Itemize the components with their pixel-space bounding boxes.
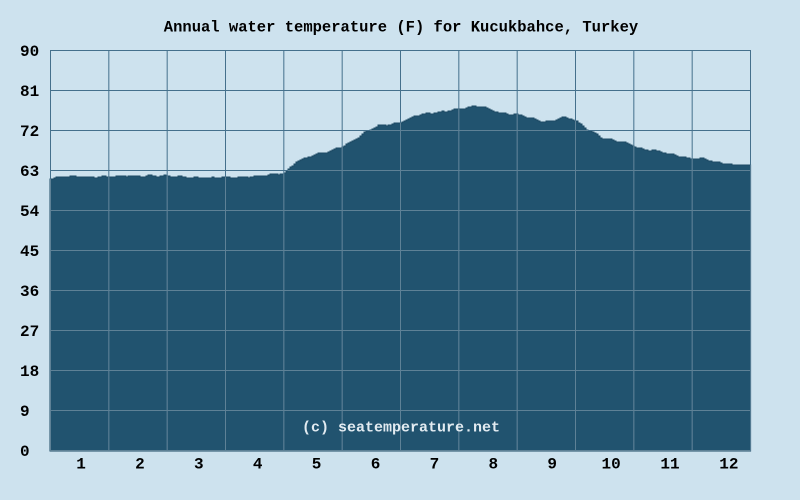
- svg-text:Annual water temperature (F) f: Annual water temperature (F) for Kucukba…: [164, 19, 638, 37]
- svg-text:81: 81: [20, 83, 39, 101]
- svg-text:6: 6: [371, 456, 381, 474]
- svg-text:27: 27: [20, 323, 39, 341]
- svg-text:63: 63: [20, 163, 39, 181]
- svg-text:3: 3: [194, 456, 204, 474]
- svg-text:72: 72: [20, 123, 39, 141]
- svg-text:10: 10: [601, 456, 620, 474]
- svg-text:1: 1: [76, 456, 86, 474]
- svg-text:18: 18: [20, 363, 39, 381]
- svg-text:4: 4: [253, 456, 263, 474]
- svg-text:9: 9: [547, 456, 557, 474]
- svg-text:45: 45: [20, 243, 39, 261]
- svg-text:90: 90: [20, 43, 39, 61]
- svg-text:5: 5: [312, 456, 322, 474]
- svg-text:8: 8: [488, 456, 498, 474]
- svg-text:54: 54: [20, 203, 40, 221]
- svg-text:2: 2: [135, 456, 145, 474]
- svg-text:9: 9: [20, 403, 30, 421]
- svg-text:11: 11: [660, 456, 679, 474]
- svg-text:(c) seatemperature.net: (c) seatemperature.net: [302, 420, 500, 437]
- svg-text:7: 7: [430, 456, 440, 474]
- svg-text:12: 12: [719, 456, 738, 474]
- svg-text:0: 0: [20, 443, 30, 461]
- svg-text:36: 36: [20, 283, 39, 301]
